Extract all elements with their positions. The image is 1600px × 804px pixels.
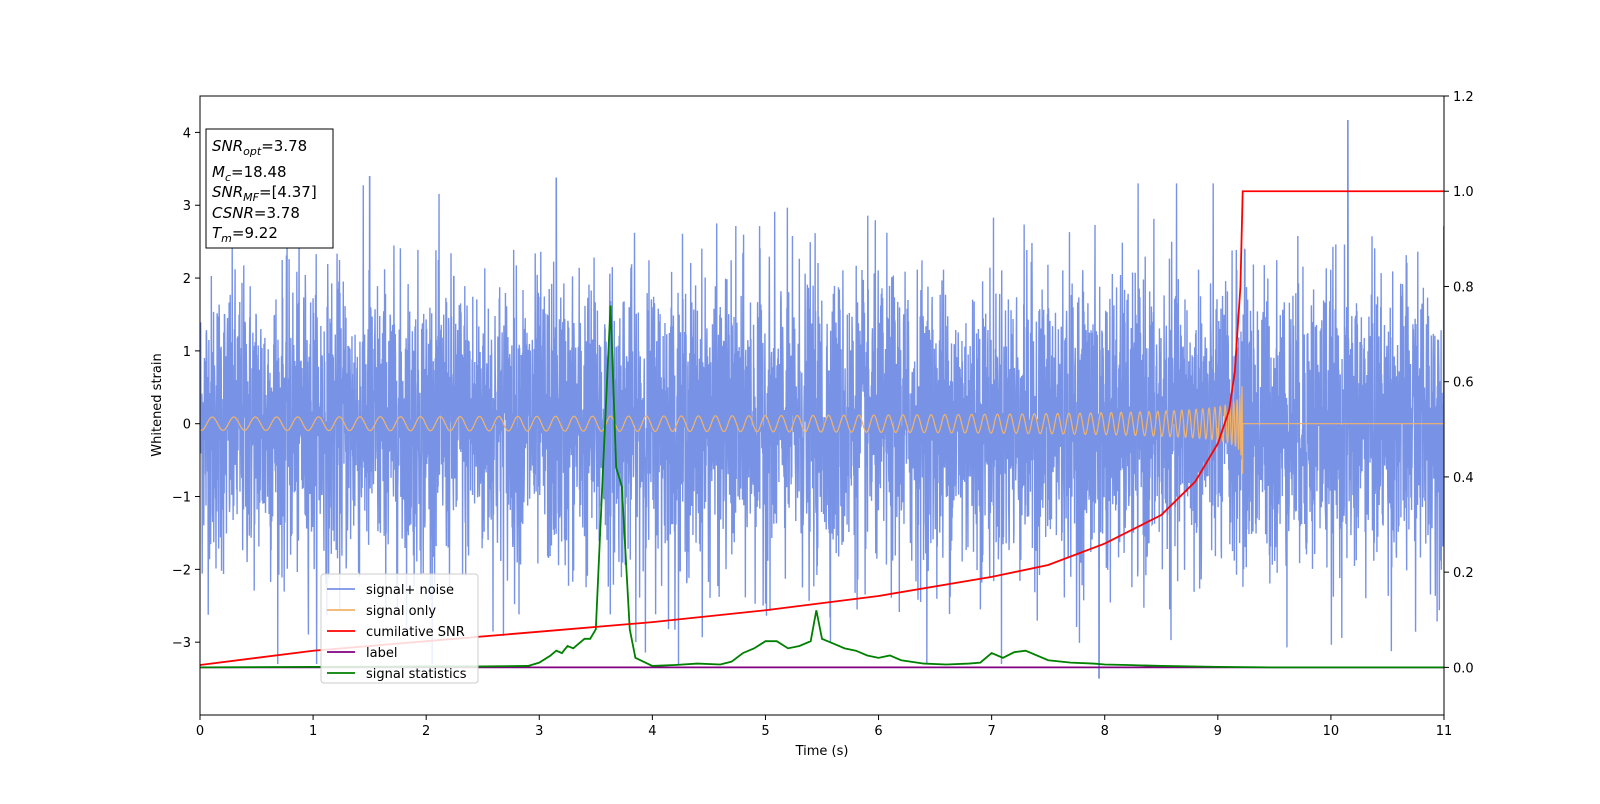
y-right-tick-label: 1.2 <box>1453 90 1474 105</box>
info-line: Mc=18.48 <box>212 163 287 184</box>
x-tick-label: 7 <box>987 724 995 739</box>
x-tick-label: 11 <box>1436 724 1453 739</box>
y-right-tick-label: 0.2 <box>1453 566 1474 581</box>
info-box-frame <box>205 128 334 249</box>
x-tick-label: 5 <box>761 724 769 739</box>
x-tick-label: 8 <box>1101 724 1109 739</box>
legend-label: cumilative SNR <box>366 625 465 640</box>
legend-label: label <box>366 646 397 661</box>
legend-label: signal+ noise <box>366 583 454 598</box>
x-tick-label: 3 <box>535 724 543 739</box>
x-tick-label: 6 <box>874 724 882 739</box>
signal-statistics-line <box>200 305 1444 669</box>
x-tick-label: 9 <box>1214 724 1222 739</box>
legend: signal+ noise signal only cumilative SNR la… <box>320 573 479 684</box>
legend-label: signal only <box>366 604 436 619</box>
y-left-tick-label: 1 <box>183 345 191 360</box>
y-right-tick-label: 0.0 <box>1453 661 1474 676</box>
y-right-tick-label: 1.0 <box>1453 185 1474 200</box>
plot-frame <box>199 95 1445 716</box>
x-tick-label: 4 <box>648 724 656 739</box>
x-tick-label: 0 <box>196 724 204 739</box>
signal-noise-line <box>200 120 1444 679</box>
x-tick-label: 10 <box>1323 724 1340 739</box>
x-axis-label: Time (s) <box>795 744 849 759</box>
y-left-tick-label: −2 <box>172 563 191 578</box>
info-line: CSNR=3.78 <box>212 204 300 222</box>
y-left-tick-label: −3 <box>172 636 191 651</box>
x-tick-label: 1 <box>309 724 317 739</box>
y-right-tick-label: 0.8 <box>1453 280 1474 295</box>
signal-only-line <box>200 386 1444 474</box>
y-right-tick-label: 0.4 <box>1453 471 1474 486</box>
x-axis: 0 1 2 3 4 5 6 7 8 9 10 11 <box>196 715 1452 739</box>
y-left-tick-label: 3 <box>183 199 191 214</box>
cumulative-snr-line <box>200 190 1444 666</box>
signal-noise-series <box>200 120 1444 679</box>
info-line: SNRopt=3.78 <box>212 137 307 158</box>
y-axis-right: 1.2 1.0 0.8 0.6 0.4 0.2 0.0 <box>1444 90 1474 676</box>
info-line: SNRMF=[4.37] <box>212 183 317 204</box>
y-left-tick-label: 0 <box>183 418 191 433</box>
y-left-tick-label: 2 <box>183 272 191 287</box>
y-axis-left: 4 3 2 1 0 −1 −2 −3 <box>172 126 200 651</box>
info-box: SNRopt=3.78 Mc=18.48SNRMF=[4.37]CSNR=3.78… <box>205 128 334 249</box>
y-left-tick-label: 4 <box>183 126 191 141</box>
info-line: Tm=9.22 <box>212 224 278 245</box>
y-right-tick-label: 0.6 <box>1453 376 1474 391</box>
legend-frame <box>320 573 479 684</box>
y-axis-label: Whitened strain <box>150 353 165 456</box>
legend-label: signal statistics <box>366 667 467 682</box>
y-left-tick-label: −1 <box>172 491 191 506</box>
x-tick-label: 2 <box>422 724 430 739</box>
